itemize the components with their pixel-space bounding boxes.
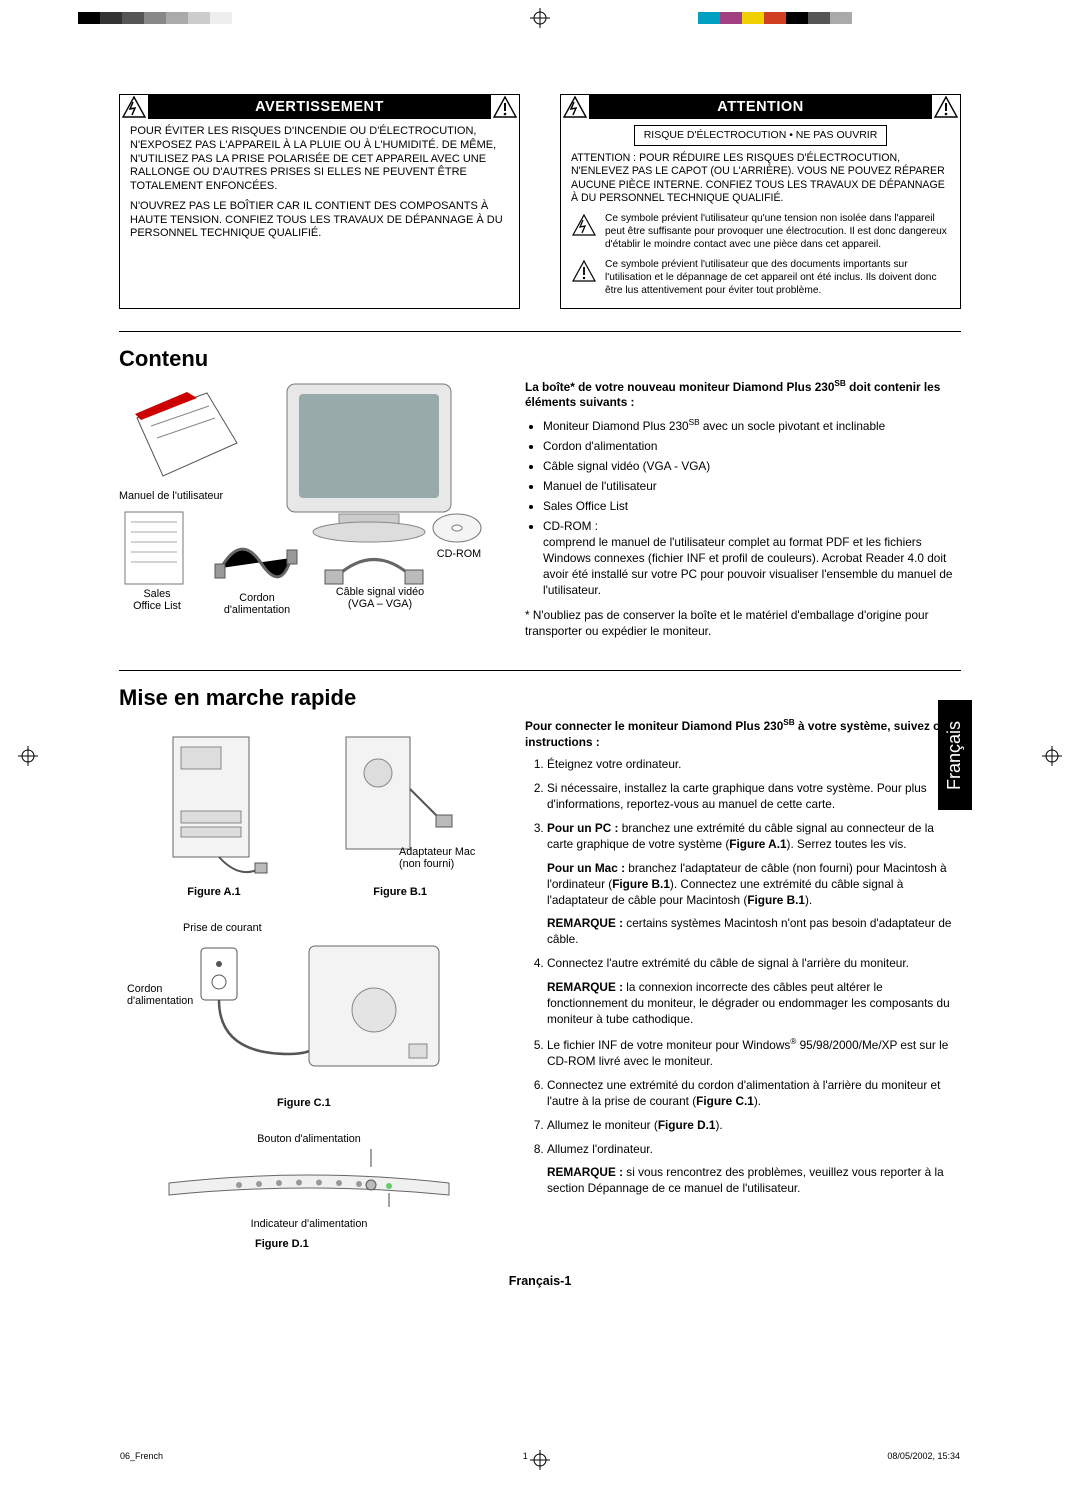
contents-illustration: Manuel de l'utilisateur Sales Office Lis…	[119, 378, 499, 638]
figure-label: Figure C.1	[277, 1097, 499, 1109]
figure-label: Figure A.1	[159, 886, 269, 898]
page-number: Français-1	[119, 1274, 961, 1288]
warning-text-1: POUR ÉVITER LES RISQUES D'INCENDIE OU D'…	[130, 125, 509, 194]
divider	[119, 670, 961, 671]
list-item: Moniteur Diamond Plus 230SB avec un socl…	[543, 417, 961, 435]
attention-inner-box: RISQUE D'ÉLECTROCUTION • NE PAS OUVRIR	[634, 125, 887, 146]
language-tab-label: Français	[945, 720, 966, 789]
list-item: Le fichier INF de votre moniteur pour Wi…	[547, 1036, 961, 1070]
list-item: Connectez une extrémité du cordon d'alim…	[547, 1078, 961, 1110]
warning-box: AVERTISSEMENT POUR ÉVITER LES RISQUES D'…	[119, 94, 520, 309]
shock-hazard-icon	[561, 95, 589, 119]
caption-cable: Câble signal vidéo (VGA – VGA)	[315, 586, 445, 610]
figure-label: Figure B.1	[325, 886, 475, 898]
list-item: Manuel de l'utilisateur	[543, 479, 961, 495]
caption-outlet: Prise de courant	[183, 922, 499, 934]
caption-cord: Cordon d'alimentation	[127, 983, 217, 1007]
contenu-list: Moniteur Diamond Plus 230SB avec un socl…	[525, 417, 961, 598]
caption-cdrom: CD-ROM	[419, 548, 499, 560]
list-item: CD-ROM : comprend le manuel de l'utilisa…	[543, 519, 961, 599]
mise-intro: Pour connecter le moniteur Diamond Plus …	[525, 717, 961, 751]
caution-icon	[571, 259, 597, 288]
figure-label: Figure D.1	[255, 1238, 499, 1250]
figure-c1: Prise de courant Cordon d'alimentation	[159, 922, 499, 1109]
caption-manual: Manuel de l'utilisateur	[119, 490, 259, 502]
contenu-intro: La boîte* de votre nouveau moniteur Diam…	[525, 378, 961, 412]
list-item: Si nécessaire, installez la carte graphi…	[547, 781, 961, 813]
language-tab: Français	[938, 700, 972, 810]
warning-title: AVERTISSEMENT	[255, 98, 384, 116]
footer-left: 06_French	[120, 1451, 163, 1461]
caution-icon	[491, 95, 519, 119]
footer-right: 08/05/2002, 15:34	[887, 1451, 960, 1461]
mise-steps: Éteignez votre ordinateur. Si nécessaire…	[525, 757, 961, 1197]
list-item: Éteignez votre ordinateur.	[547, 757, 961, 773]
caption-cord: Cordon d'alimentation	[207, 592, 307, 616]
figure-d1: Bouton d'alimentation Indicateur d'alime…	[159, 1133, 499, 1250]
figure-a1: Figure A.1	[159, 729, 269, 898]
caution-icon	[932, 95, 960, 119]
contenu-note: * N'oubliez pas de conserver la boîte et…	[525, 608, 961, 640]
footer: 06_French 1 08/05/2002, 15:34	[120, 1451, 960, 1461]
list-item: Sales Office List	[543, 499, 961, 515]
registration-mark-icon	[530, 8, 550, 28]
attention-title: ATTENTION	[717, 98, 803, 116]
attention-box: ATTENTION RISQUE D'ÉLECTROCUTION • NE PA…	[560, 94, 961, 309]
symbol-2-text: Ce symbole prévient l'utilisateur que de…	[605, 259, 950, 297]
section-title-contenu: Contenu	[119, 346, 961, 372]
attention-text: ATTENTION : POUR RÉDUIRE LES RISQUES D'É…	[571, 152, 950, 205]
footer-mid: 1	[523, 1451, 528, 1461]
section-title-mise: Mise en marche rapide	[119, 685, 961, 711]
divider	[119, 331, 961, 332]
shock-hazard-icon	[571, 213, 597, 242]
shock-hazard-icon	[120, 95, 148, 119]
caption-mac-adapter: Adaptateur Mac (non fourni)	[399, 846, 475, 870]
list-item: Cordon d'alimentation	[543, 439, 961, 455]
registration-mark-icon	[1042, 746, 1062, 766]
warning-text-2: N'OUVREZ PAS LE BOÎTIER CAR IL CONTIENT …	[130, 200, 509, 241]
list-item: Allumez l'ordinateur. REMARQUE : si vous…	[547, 1142, 961, 1198]
list-item: Câble signal vidéo (VGA - VGA)	[543, 459, 961, 475]
figure-b1: Adaptateur Mac (non fourni) Figure B.1	[325, 729, 475, 898]
caption-power-btn: Bouton d'alimentation	[159, 1133, 459, 1145]
registration-mark-icon	[18, 746, 38, 766]
list-item: Allumez le moniteur (Figure D.1).	[547, 1118, 961, 1134]
list-item: Pour un PC : branchez une extrémité du c…	[547, 821, 961, 948]
symbol-1-text: Ce symbole prévient l'utilisateur qu'une…	[605, 213, 950, 251]
caption-sales: Sales Office List	[117, 588, 197, 612]
caption-power-led: Indicateur d'alimentation	[159, 1218, 459, 1230]
list-item: Connectez l'autre extrémité du câble de …	[547, 956, 961, 1028]
